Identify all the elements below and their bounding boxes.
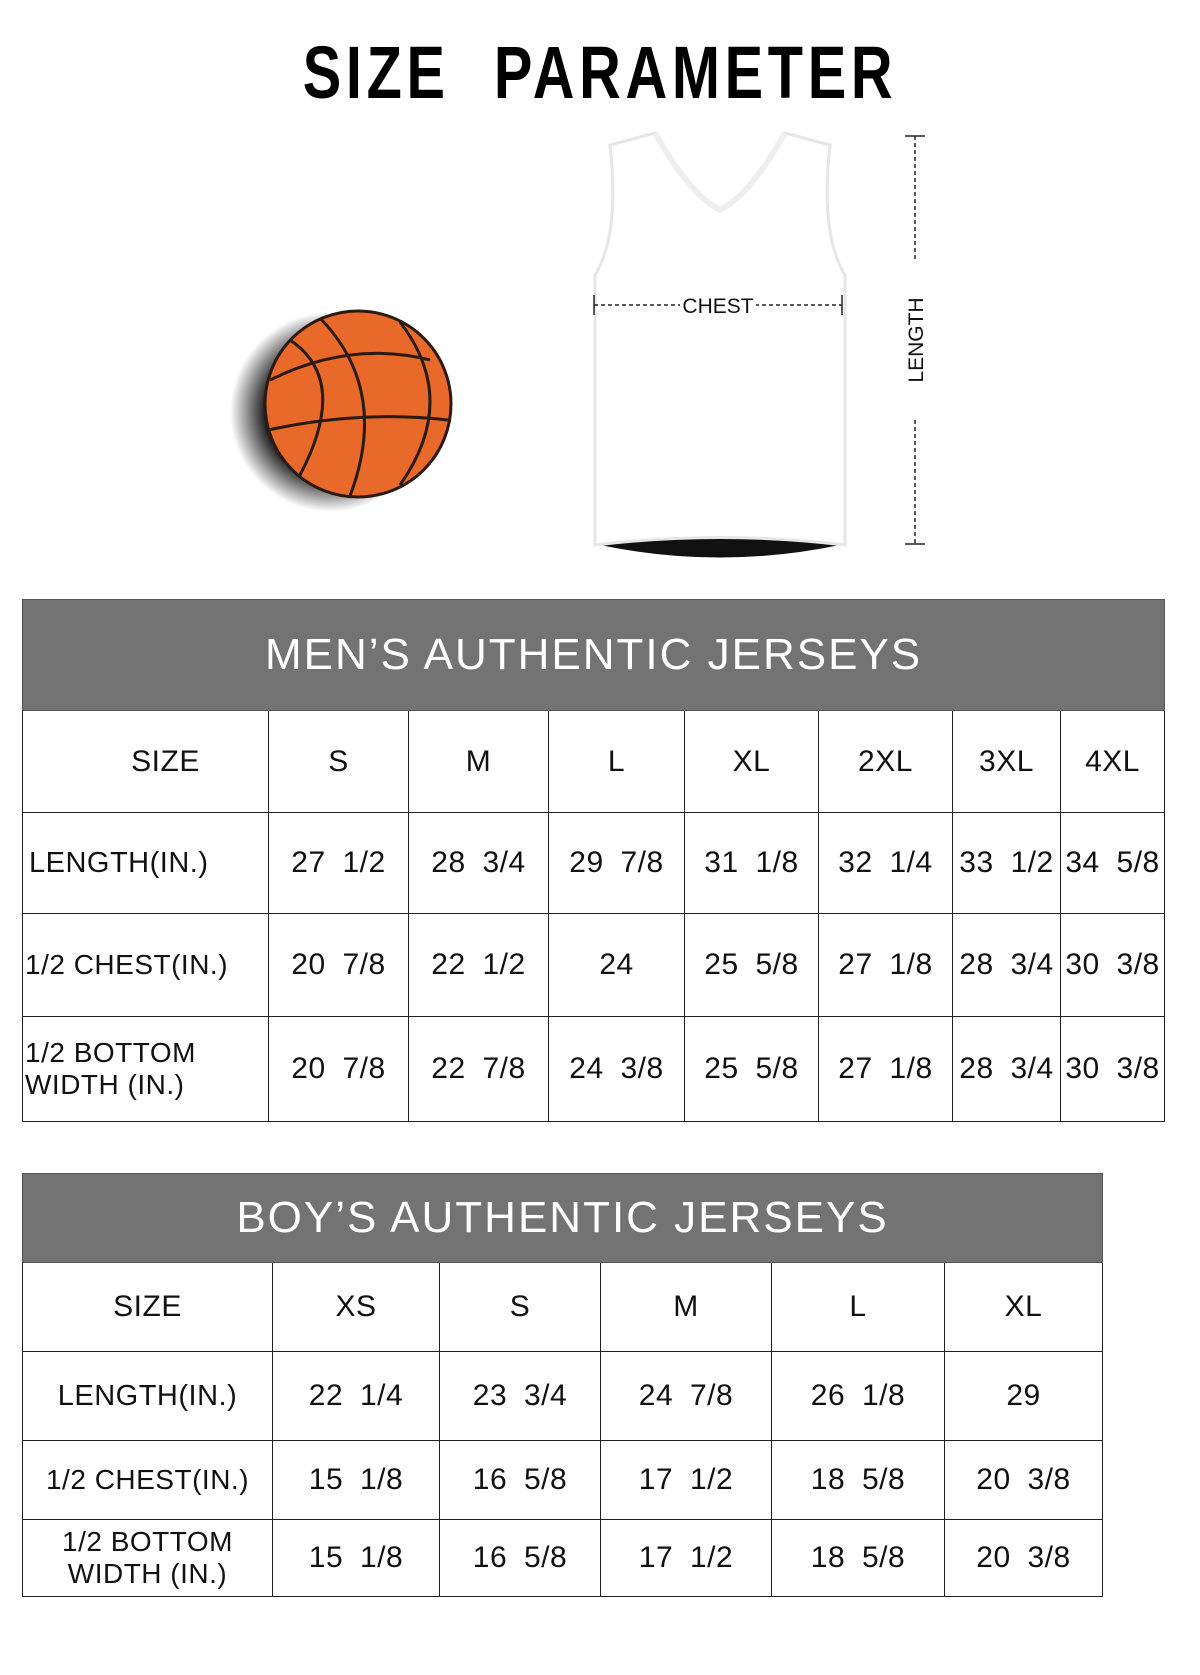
cell: 18 5/8 xyxy=(771,1519,945,1597)
cell: 27 1/2 xyxy=(268,812,409,914)
cell: 33 1/2 xyxy=(952,812,1061,914)
size-col: S xyxy=(439,1262,601,1352)
cell: 24 xyxy=(548,913,685,1017)
table-row: 1/2 BOTTOM WIDTH (IN.) 20 7/8 22 7/8 24 … xyxy=(22,1016,1166,1122)
length-indicator: LENGTH xyxy=(905,135,928,545)
cell: 15 1/8 xyxy=(272,1519,440,1597)
table-row: LENGTH(IN.) 22 1/4 23 3/4 24 7/8 26 1/8 … xyxy=(22,1351,1104,1441)
size-col: L xyxy=(771,1262,945,1352)
size-col: 2XL xyxy=(818,710,953,813)
size-header: SIZE xyxy=(22,710,269,813)
table-row: 1/2 CHEST(IN.) 15 1/8 16 5/8 17 1/2 18 5… xyxy=(22,1440,1104,1520)
basketball-icon xyxy=(230,309,453,512)
cell: 28 3/4 xyxy=(952,913,1061,1017)
table-row: 1/2 CHEST(IN.) 20 7/8 22 1/2 24 25 5/8 2… xyxy=(22,913,1166,1017)
cell: 16 5/8 xyxy=(439,1519,601,1597)
row-label: 1/2 BOTTOM WIDTH (IN.) xyxy=(22,1016,269,1122)
size-col: 3XL xyxy=(952,710,1061,813)
mens-size-table: MEN’S AUTHENTIC JERSEYS SIZE S M L XL 2X… xyxy=(21,599,1166,1122)
cell: 29 xyxy=(943,1351,1104,1441)
cell: 28 3/4 xyxy=(952,1016,1061,1122)
boys-size-table: BOY’S AUTHENTIC JERSEYS SIZE XS S M L XL… xyxy=(21,1173,1104,1597)
chest-label: CHEST xyxy=(682,295,753,318)
cell: 20 3/8 xyxy=(943,1519,1104,1597)
cell: 30 3/8 xyxy=(1059,1016,1166,1122)
cell: 22 1/2 xyxy=(408,913,549,1017)
table-row: LENGTH(IN.) 27 1/2 28 3/4 29 7/8 31 1/8 … xyxy=(22,812,1166,914)
cell: 32 1/4 xyxy=(818,812,953,914)
cell: 20 7/8 xyxy=(268,913,409,1017)
size-col: 4XL xyxy=(1059,710,1166,813)
cell: 17 1/2 xyxy=(600,1440,772,1520)
jersey-diagram: CHEST xyxy=(593,131,847,558)
row-label: LENGTH(IN.) xyxy=(22,812,269,914)
cell: 24 3/8 xyxy=(548,1016,685,1122)
cell: 17 1/2 xyxy=(600,1519,772,1597)
cell: 28 3/4 xyxy=(408,812,549,914)
size-col: M xyxy=(600,1262,772,1352)
cell: 22 7/8 xyxy=(408,1016,549,1122)
row-label: 1/2 BOTTOM WIDTH (IN.) xyxy=(22,1519,273,1597)
size-col: XL xyxy=(684,710,819,813)
cell: 29 7/8 xyxy=(548,812,685,914)
cell: 27 1/8 xyxy=(818,913,953,1017)
cell: 30 3/8 xyxy=(1059,913,1166,1017)
cell: 16 5/8 xyxy=(439,1440,601,1520)
cell: 22 1/4 xyxy=(272,1351,440,1441)
row-label: 1/2 CHEST(IN.) xyxy=(22,1440,273,1520)
size-col: M xyxy=(408,710,549,813)
row-label: 1/2 CHEST(IN.) xyxy=(22,913,269,1017)
cell: 24 7/8 xyxy=(600,1351,772,1441)
cell: 15 1/8 xyxy=(272,1440,440,1520)
cell: 20 7/8 xyxy=(268,1016,409,1122)
cell: 26 1/8 xyxy=(771,1351,945,1441)
cell: 25 5/8 xyxy=(684,1016,819,1122)
mens-table-title: MEN’S AUTHENTIC JERSEYS xyxy=(21,599,1166,711)
size-col: S xyxy=(268,710,409,813)
size-col: XS xyxy=(272,1262,440,1352)
cell: 31 1/8 xyxy=(684,812,819,914)
page-title: SIZE PARAMETER xyxy=(302,31,898,114)
length-label: LENGTH xyxy=(905,297,928,382)
size-col: L xyxy=(548,710,685,813)
cell: 27 1/8 xyxy=(818,1016,953,1122)
cell: 18 5/8 xyxy=(771,1440,945,1520)
table-row: 1/2 BOTTOM WIDTH (IN.) 15 1/8 16 5/8 17 … xyxy=(22,1519,1104,1597)
size-col: XL xyxy=(943,1262,1104,1352)
cell: 25 5/8 xyxy=(684,913,819,1017)
cell: 20 3/8 xyxy=(943,1440,1104,1520)
row-label: LENGTH(IN.) xyxy=(22,1351,273,1441)
cell: 34 5/8 xyxy=(1059,812,1166,914)
cell: 23 3/4 xyxy=(439,1351,601,1441)
size-header: SIZE xyxy=(22,1262,273,1352)
boys-table-title: BOY’S AUTHENTIC JERSEYS xyxy=(21,1173,1104,1263)
